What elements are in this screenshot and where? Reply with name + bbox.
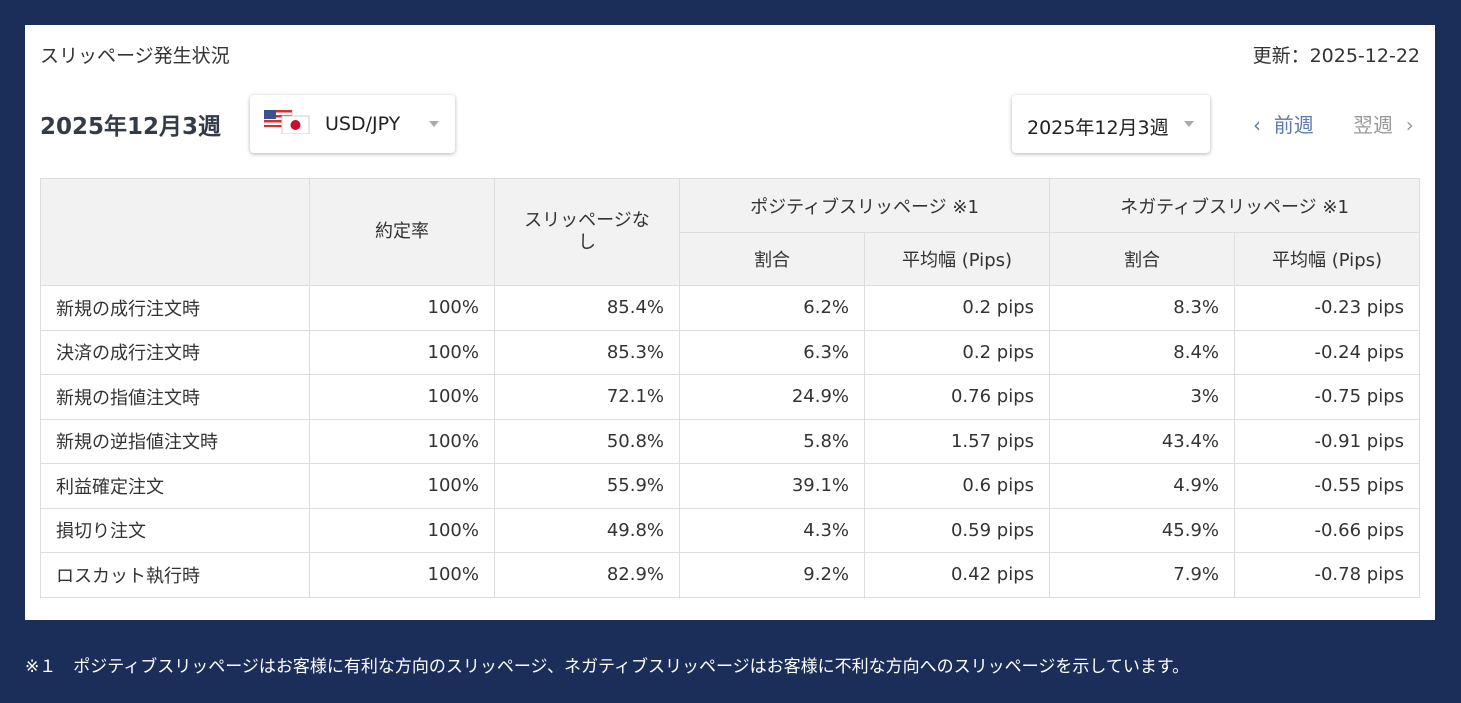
- caret: [429, 121, 439, 127]
- value-cell: 100%: [309, 552, 495, 598]
- value-cell: 1.57 pips: [864, 418, 1050, 464]
- chevron: ›: [1393, 113, 1414, 137]
- header-cell: 約定率: [309, 178, 495, 286]
- prev-text: 前週: [1273, 113, 1314, 137]
- value-cell: 0.42 pips: [864, 552, 1050, 598]
- next-text: 翌週: [1353, 113, 1393, 137]
- row-label: 新規の指値注文時: [40, 374, 310, 420]
- value-cell: -0.78 pips: [1234, 552, 1420, 598]
- header-text: スリッページなし: [524, 210, 650, 253]
- header-text: 約定率: [375, 221, 429, 243]
- sub-header: 割合: [1049, 232, 1235, 286]
- table-row: 決済の成行注文時 100% 85.3% 6.3% 0.2 pips 8.4% -0.24 p…: [40, 329, 1420, 375]
- table-row: 損切り注文 100% 49.8% 4.3% 0.59 pips 45.9% -0.66 pi…: [40, 507, 1420, 553]
- group-header: ポジティブスリッページ ※1: [679, 178, 1050, 233]
- value-cell: 9.2%: [679, 552, 865, 598]
- week-select-text: 2025年12月3週: [1027, 117, 1169, 139]
- table-row: 新規の逆指値注文時 100% 50.8% 5.8% 1.57 pips 43.4% -0.9…: [40, 418, 1420, 464]
- header-row: 割合 平均幅 (Pips) 割合 平均幅 (Pips): [41, 232, 1420, 286]
- pair-dropdown[interactable]: USD/JPY: [250, 95, 455, 153]
- table-row: ロスカット執行時 100% 82.9% 9.2% 0.42 pips 7.9% -0.78 …: [40, 552, 1420, 598]
- group-header: ネガティブスリッページ ※1: [1049, 178, 1420, 233]
- updated-date: 更新：2025-12-22: [1252, 45, 1420, 67]
- footnote: ※１ ポジティブスリッページはお客様に有利な方向のスリッページ、ネガティブスリッ…: [25, 657, 1190, 677]
- value-cell: 39.1%: [679, 463, 865, 509]
- title: スリッページ発生状況: [40, 45, 230, 67]
- value-cell: 55.9%: [494, 463, 680, 509]
- value-cell: -0.23 pips: [1234, 285, 1420, 331]
- value-cell: 100%: [309, 418, 495, 464]
- row-label: 利益確定注文: [40, 463, 310, 509]
- value-cell: 43.4%: [1049, 418, 1235, 464]
- value-cell: 8.4%: [1049, 329, 1235, 375]
- value-cell: -0.91 pips: [1234, 418, 1420, 464]
- value-cell: 0.2 pips: [864, 285, 1050, 331]
- sub-header: 割合: [679, 232, 865, 286]
- row-label: 損切り注文: [40, 507, 310, 553]
- value-cell: 72.1%: [494, 374, 680, 420]
- table-row: 利益確定注文 100% 55.9% 39.1% 0.6 pips 4.9% -0.55 pi…: [40, 463, 1420, 509]
- value-cell: 0.6 pips: [864, 463, 1050, 509]
- prev-week[interactable]: ‹ 前週: [1253, 109, 1314, 138]
- value-cell: 4.3%: [679, 507, 865, 553]
- week-dropdown[interactable]: 2025年12月3週: [1012, 95, 1210, 153]
- next-week[interactable]: 翌週 ›: [1353, 109, 1414, 138]
- header-cell: [40, 178, 310, 286]
- value-cell: -0.55 pips: [1234, 463, 1420, 509]
- caret: [1184, 121, 1194, 127]
- value-cell: 4.9%: [1049, 463, 1235, 509]
- value-cell: 85.4%: [494, 285, 680, 331]
- value-cell: 7.9%: [1049, 552, 1235, 598]
- value-cell: 8.3%: [1049, 285, 1235, 331]
- value-cell: 100%: [309, 285, 495, 331]
- value-cell: 0.76 pips: [864, 374, 1050, 420]
- row-label: ロスカット執行時: [40, 552, 310, 598]
- value-cell: 100%: [309, 374, 495, 420]
- value-cell: 0.2 pips: [864, 329, 1050, 375]
- value-cell: 100%: [309, 329, 495, 375]
- flag-icon: [264, 110, 310, 134]
- pair-text: USD/JPY: [325, 113, 401, 135]
- sub-header: 平均幅 (Pips): [864, 232, 1050, 286]
- value-cell: 6.3%: [679, 329, 865, 375]
- table-row: 新規の指値注文時 100% 72.1% 24.9% 0.76 pips 3% -0.75 p…: [40, 374, 1420, 420]
- row-label: 新規の成行注文時: [40, 285, 310, 331]
- value-cell: -0.24 pips: [1234, 329, 1420, 375]
- header-row: 約定率 スリッページなし ポジティブスリッページ ※1 ネガティブスリッページ ※1: [40, 178, 1420, 286]
- row-label: 決済の成行注文時: [40, 329, 310, 375]
- chevron: ‹: [1253, 113, 1274, 137]
- value-cell: 82.9%: [494, 552, 680, 598]
- value-cell: 0.59 pips: [864, 507, 1050, 553]
- value-cell: 6.2%: [679, 285, 865, 331]
- sub-header: 平均幅 (Pips): [1234, 232, 1420, 286]
- row-label: 新規の逆指値注文時: [40, 418, 310, 464]
- table-body: 新規の成行注文時 100% 85.4% 6.2% 0.2 pips 8.3% -0.23 p…: [40, 285, 1420, 598]
- value-cell: 3%: [1049, 374, 1235, 420]
- value-cell: 49.8%: [494, 507, 680, 553]
- value-cell: 100%: [309, 507, 495, 553]
- value-cell: 100%: [309, 463, 495, 509]
- value-cell: 24.9%: [679, 374, 865, 420]
- value-cell: 85.3%: [494, 329, 680, 375]
- table-row: 新規の成行注文時 100% 85.4% 6.2% 0.2 pips 8.3% -0.23 p…: [40, 285, 1420, 331]
- slippage-table: 約定率 スリッページなし ポジティブスリッページ ※1 ネガティブスリッページ ※1 割…: [40, 178, 1420, 598]
- value-cell: 45.9%: [1049, 507, 1235, 553]
- value-cell: -0.75 pips: [1234, 374, 1420, 420]
- week-label: 2025年12月3週: [40, 114, 222, 140]
- header-cell: スリッページなし: [494, 178, 680, 286]
- value-cell: -0.66 pips: [1234, 507, 1420, 553]
- table-head: 約定率 スリッページなし ポジティブスリッページ ※1 ネガティブスリッページ ※1 割…: [40, 178, 1420, 286]
- value-cell: 50.8%: [494, 418, 680, 464]
- panel: スリッページ発生状況 更新：2025-12-22 2025年12月3週 USD/…: [25, 25, 1435, 620]
- value-cell: 5.8%: [679, 418, 865, 464]
